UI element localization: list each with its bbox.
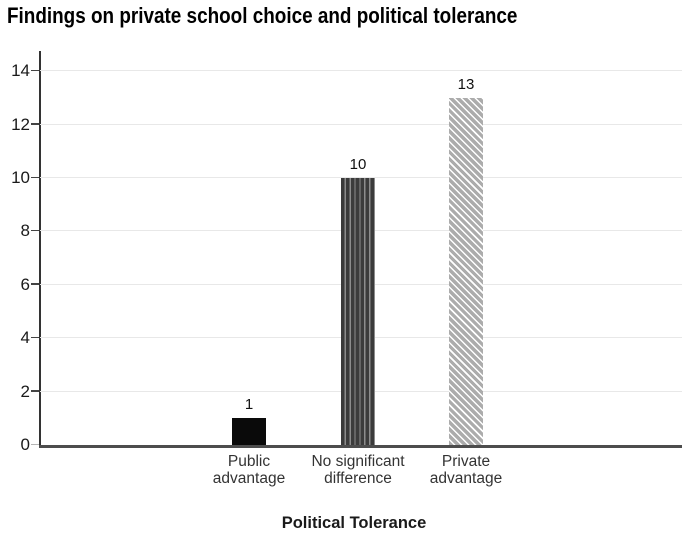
y-tick-mark-6 bbox=[31, 283, 39, 285]
x-tick-label-private-advantage: Private advantage bbox=[429, 453, 503, 487]
y-axis-line bbox=[39, 51, 41, 448]
y-tick-label-2: 2 bbox=[20, 381, 30, 401]
gridline-12 bbox=[40, 123, 682, 125]
plot-area: 1 10 13 bbox=[31, 51, 682, 448]
bar-value-label-public-advantage: 1 bbox=[244, 396, 254, 414]
chart-title: Findings on private school choice and po… bbox=[7, 3, 518, 28]
y-tick-label-4: 4 bbox=[20, 328, 30, 348]
x-axis-title: Political Tolerance bbox=[281, 514, 427, 532]
x-tick-label-public-advantage: Public advantage bbox=[212, 453, 286, 487]
y-tick-label-0: 0 bbox=[20, 435, 30, 454]
gridline-10 bbox=[40, 177, 682, 178]
x-tick-label-no-significant-difference: No significant difference bbox=[311, 453, 405, 487]
bar-value-label-no-significant-difference: 10 bbox=[349, 156, 367, 173]
y-tick-label-8: 8 bbox=[20, 221, 30, 241]
y-tick-label-14: 14 bbox=[11, 61, 30, 81]
y-tick-mark-10 bbox=[31, 176, 39, 178]
y-tick-label-12: 12 bbox=[11, 114, 30, 134]
y-tick-label-10: 10 bbox=[11, 168, 30, 187]
bar-private-advantage bbox=[449, 97, 483, 445]
y-tick-mark-14 bbox=[31, 69, 39, 72]
y-tick-mark-8 bbox=[31, 229, 39, 232]
bar-public-advantage bbox=[232, 418, 266, 445]
y-tick-mark-4 bbox=[31, 336, 39, 339]
y-tick-mark-0 bbox=[31, 443, 39, 445]
x-axis-line bbox=[39, 445, 682, 448]
y-tick-mark-12 bbox=[31, 123, 39, 125]
y-tick-label-6: 6 bbox=[20, 274, 30, 294]
bar-value-label-private-advantage: 13 bbox=[457, 75, 475, 93]
gridline-14 bbox=[40, 70, 682, 72]
y-tick-mark-2 bbox=[31, 390, 39, 392]
bar-no-significant-difference bbox=[341, 178, 375, 445]
